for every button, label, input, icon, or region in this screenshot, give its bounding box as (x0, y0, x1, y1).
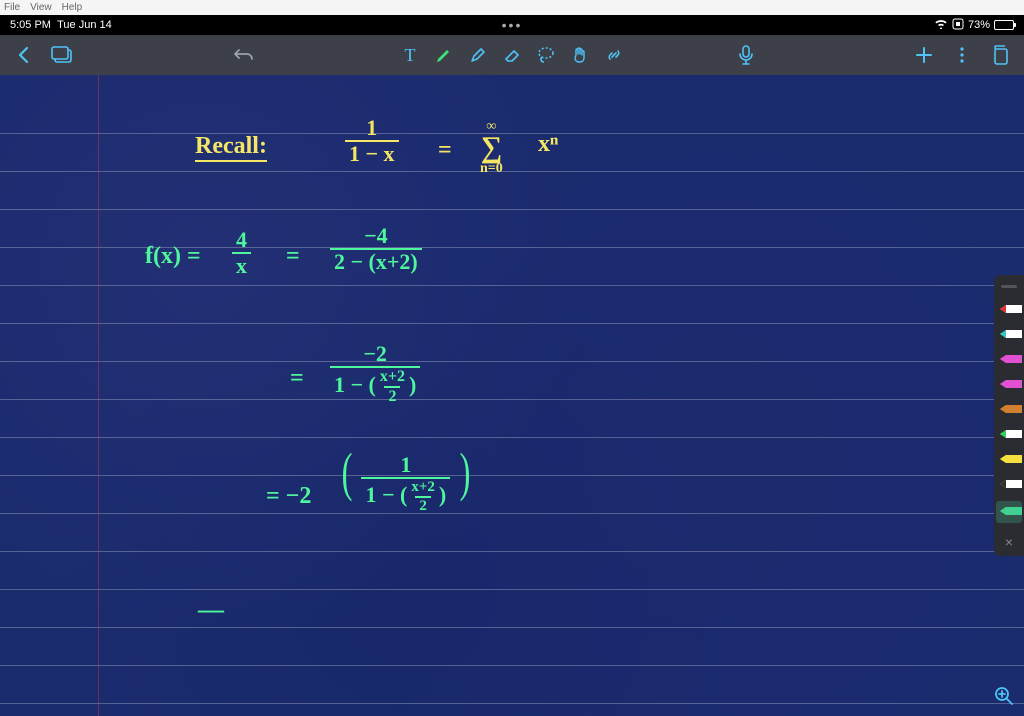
app-toolbar: T (0, 35, 1024, 75)
hw-recall-lhs: 11 − x (345, 117, 399, 165)
window-stack-icon[interactable] (50, 43, 74, 67)
microphone-icon[interactable] (734, 43, 758, 67)
menu-file[interactable]: File (4, 2, 20, 13)
pen-swatch-2[interactable] (996, 351, 1022, 367)
hw-fx-eq2: = (290, 365, 304, 392)
pen-swatch-8[interactable] (996, 501, 1022, 523)
hw-fx-eq1: = (286, 243, 300, 270)
link-tool-icon[interactable] (602, 43, 626, 67)
pen-swatch-6[interactable] (996, 451, 1022, 467)
palette-close-icon[interactable]: × (1005, 534, 1013, 550)
hw-trailing-dash: — (198, 595, 224, 625)
ipad-statusbar: 5:05 PM Tue Jun 14 ••• 73% (0, 15, 1024, 35)
more-menu-icon[interactable] (950, 43, 974, 67)
hw-fx-frac1: 4x (232, 229, 251, 277)
palette-pens (996, 301, 1022, 523)
copy-page-icon[interactable] (988, 43, 1012, 67)
back-button[interactable] (12, 43, 36, 67)
text-tool-icon[interactable]: T (398, 43, 422, 67)
eraser-tool-icon[interactable] (500, 43, 524, 67)
battery-percent: 73% (968, 19, 990, 31)
battery-icon (994, 20, 1014, 30)
hand-tool-icon[interactable] (568, 43, 592, 67)
status-time: 5:05 PM (10, 19, 51, 31)
lasso-tool-icon[interactable] (534, 43, 558, 67)
status-date: Tue Jun 14 (57, 19, 112, 31)
add-button[interactable] (912, 43, 936, 67)
pen-swatch-0[interactable] (996, 301, 1022, 317)
pen-swatch-7[interactable] (996, 476, 1022, 492)
hw-recall-label: Recall: (195, 133, 267, 160)
handwriting-layer: Recall: 11 − x = ∞∑n=0 xⁿ f(x) = 4x = −4… (0, 75, 1024, 716)
hw-fx-label: f(x) = (145, 243, 201, 270)
tool-center-group: T (398, 43, 626, 67)
pen-swatch-5[interactable] (996, 426, 1022, 442)
hw-recall-rhs: xⁿ (538, 131, 558, 158)
palette-grab-handle[interactable] (1001, 285, 1017, 288)
desktop-menubar: File View Help (0, 0, 1024, 15)
wifi-icon (934, 18, 948, 32)
zoom-in-button[interactable] (992, 684, 1016, 708)
pen-palette[interactable]: × (994, 275, 1024, 556)
menu-view[interactable]: View (30, 2, 52, 13)
pen-swatch-1[interactable] (996, 326, 1022, 342)
orientation-lock-icon (952, 18, 964, 33)
multitask-dots-icon[interactable]: ••• (502, 17, 523, 33)
marker-tool-icon[interactable] (432, 43, 456, 67)
menu-help[interactable]: Help (62, 2, 83, 13)
highlighter-tool-icon[interactable] (466, 43, 490, 67)
hw-fx-frac3: −2 1 − (x+22) (330, 343, 420, 405)
hw-fx-eq3: = −2 (266, 483, 311, 510)
hw-fx-frac4: ( 1 1 − (x+22) ) (338, 451, 474, 514)
hw-fx-frac2: −42 − (x+2) (330, 225, 422, 273)
status-time-date: 5:05 PM Tue Jun 14 (10, 19, 112, 31)
hw-recall-eq: = (438, 137, 452, 164)
pen-swatch-4[interactable] (996, 401, 1022, 417)
undo-button[interactable] (232, 43, 256, 67)
note-canvas[interactable]: Recall: 11 − x = ∞∑n=0 xⁿ f(x) = 4x = −4… (0, 75, 1024, 716)
hw-recall-sum: ∞∑n=0 (480, 119, 503, 177)
pen-swatch-3[interactable] (996, 376, 1022, 392)
